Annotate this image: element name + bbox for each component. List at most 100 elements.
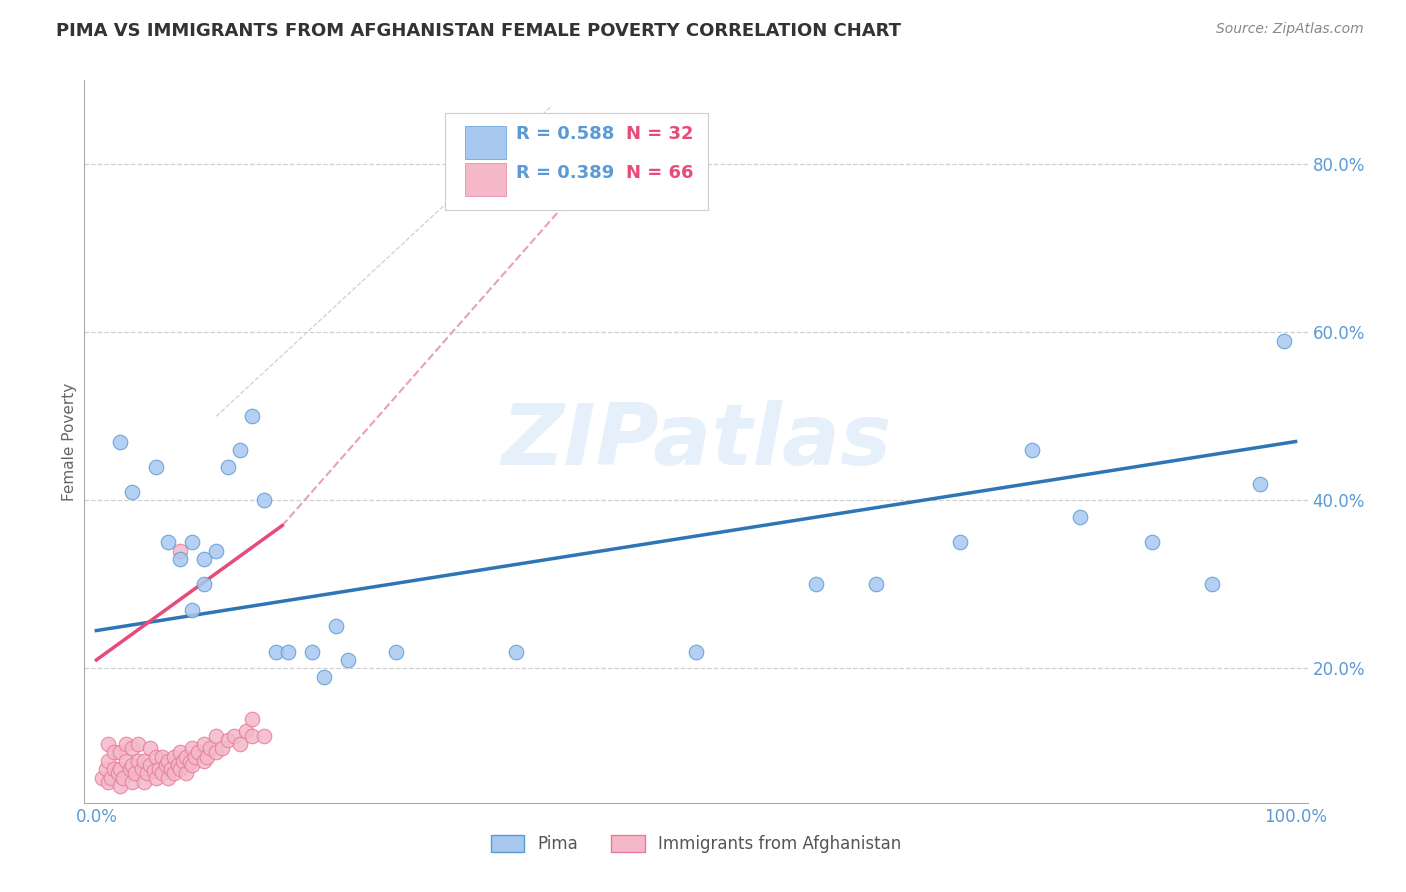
Text: N = 32: N = 32	[626, 126, 693, 144]
Point	[103, 762, 125, 776]
Point	[193, 577, 215, 591]
Point	[121, 774, 143, 789]
Point	[229, 737, 252, 751]
Point	[1069, 510, 1091, 524]
Point	[205, 745, 228, 759]
Point	[111, 771, 134, 785]
Point	[167, 758, 190, 772]
Point	[127, 737, 149, 751]
Point	[150, 766, 173, 780]
Point	[121, 741, 143, 756]
Point	[110, 762, 132, 776]
Point	[224, 729, 246, 743]
Y-axis label: Female Poverty: Female Poverty	[62, 383, 77, 500]
Point	[183, 749, 205, 764]
Point	[134, 774, 156, 789]
Text: N = 66: N = 66	[626, 164, 693, 182]
Point	[187, 745, 209, 759]
Point	[159, 762, 181, 776]
Point	[169, 552, 191, 566]
Point	[240, 409, 263, 424]
Point	[193, 754, 215, 768]
Point	[135, 766, 157, 780]
Point	[110, 779, 132, 793]
Text: Source: ZipAtlas.com: Source: ZipAtlas.com	[1216, 22, 1364, 37]
Point	[118, 762, 141, 776]
Point	[157, 771, 180, 785]
Point	[163, 766, 186, 780]
Point	[157, 754, 180, 768]
FancyBboxPatch shape	[465, 126, 506, 159]
Point	[134, 754, 156, 768]
Point	[205, 543, 228, 558]
Point	[139, 741, 162, 756]
Point	[155, 758, 177, 772]
Point	[229, 442, 252, 457]
Point	[240, 712, 263, 726]
Point	[142, 764, 165, 778]
Point	[205, 729, 228, 743]
Text: PIMA VS IMMIGRANTS FROM AFGHANISTAN FEMALE POVERTY CORRELATION CHART: PIMA VS IMMIGRANTS FROM AFGHANISTAN FEMA…	[56, 22, 901, 40]
Point	[127, 754, 149, 768]
Point	[217, 732, 239, 747]
Text: ZIPatlas: ZIPatlas	[501, 400, 891, 483]
Point	[110, 745, 132, 759]
Point	[1140, 535, 1163, 549]
Point	[240, 729, 263, 743]
Point	[211, 741, 233, 756]
Point	[179, 756, 201, 770]
Text: R = 0.588: R = 0.588	[516, 126, 614, 144]
Point	[169, 762, 191, 776]
Point	[169, 543, 191, 558]
Point	[145, 771, 167, 785]
Point	[163, 749, 186, 764]
Point	[193, 737, 215, 751]
FancyBboxPatch shape	[465, 162, 506, 196]
Point	[1021, 442, 1043, 457]
Point	[264, 644, 287, 658]
Point	[181, 741, 204, 756]
Point	[195, 749, 218, 764]
Point	[121, 485, 143, 500]
Point	[100, 771, 122, 785]
Point	[172, 754, 194, 768]
Point	[217, 459, 239, 474]
Point	[145, 749, 167, 764]
Point	[97, 754, 120, 768]
Point	[337, 653, 360, 667]
Point	[115, 737, 138, 751]
Point	[131, 762, 153, 776]
Point	[115, 754, 138, 768]
Point	[235, 724, 257, 739]
Point	[97, 737, 120, 751]
Point	[174, 749, 197, 764]
Point	[1249, 476, 1271, 491]
Point	[157, 535, 180, 549]
Point	[253, 493, 276, 508]
Point	[181, 758, 204, 772]
Point	[200, 741, 222, 756]
Point	[174, 766, 197, 780]
Point	[385, 644, 408, 658]
Point	[181, 602, 204, 616]
Point	[150, 749, 173, 764]
Point	[277, 644, 299, 658]
Point	[865, 577, 887, 591]
Point	[107, 766, 129, 780]
Point	[1201, 577, 1223, 591]
Text: R = 0.389: R = 0.389	[516, 164, 614, 182]
Point	[193, 552, 215, 566]
Point	[121, 758, 143, 772]
Point	[253, 729, 276, 743]
Point	[97, 774, 120, 789]
Legend: Pima, Immigrants from Afghanistan: Pima, Immigrants from Afghanistan	[484, 828, 908, 860]
Point	[685, 644, 707, 658]
Point	[325, 619, 347, 633]
Point	[314, 670, 336, 684]
Point	[181, 535, 204, 549]
Point	[110, 434, 132, 449]
Point	[804, 577, 827, 591]
Point	[145, 459, 167, 474]
Point	[148, 762, 170, 776]
Point	[1272, 334, 1295, 348]
